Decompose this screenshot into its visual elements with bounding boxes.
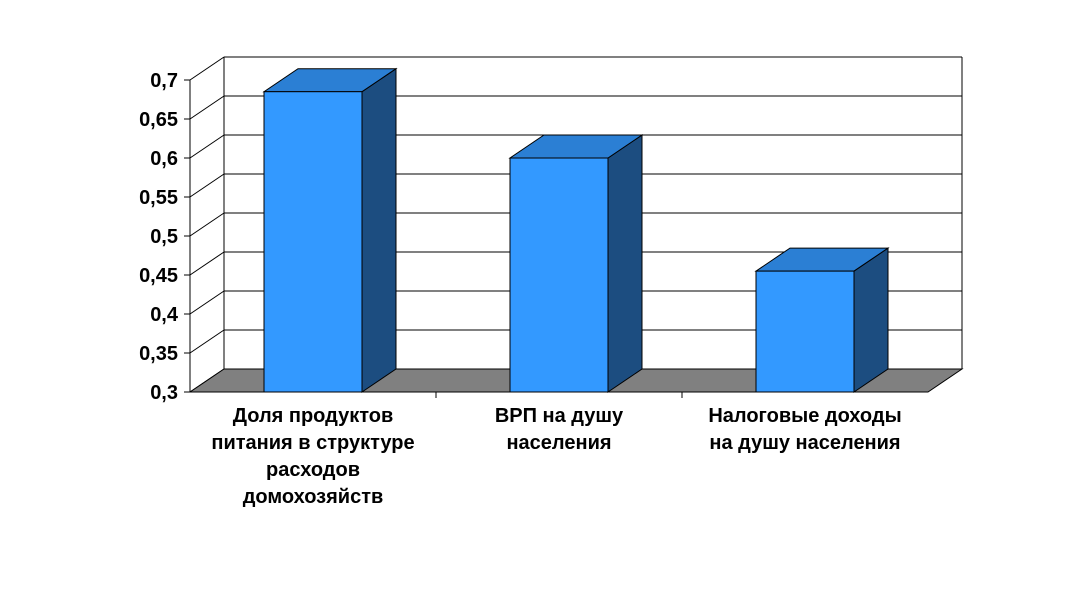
x-category-label-line: расходов	[266, 459, 360, 481]
x-category-label-line: на душу населения	[709, 432, 900, 454]
bar-front	[755, 270, 855, 393]
y-tick-label: 0,35	[139, 343, 178, 365]
y-tick-label: 0,7	[150, 70, 178, 92]
x-axis-category-labels: Доля продуктов питания в структуре расходо…	[211, 405, 901, 508]
x-category-label-line: Налоговые доходы	[708, 405, 901, 427]
x-category-label-line: ВРП на душу	[495, 405, 624, 427]
bar-side	[853, 247, 889, 393]
y-tick-label: 0,45	[139, 265, 178, 287]
x-category-label: Доля продуктов питания в структуре расходо…	[211, 405, 414, 508]
side-gridline	[189, 251, 225, 276]
side-gridline	[189, 212, 225, 237]
bar-front	[509, 157, 609, 393]
bar	[508, 134, 644, 393]
side-gridline	[189, 134, 225, 159]
side-gridline	[189, 329, 225, 354]
side-gridline	[189, 95, 225, 120]
y-axis-tick-labels: 0,3 0,35 0,4 0,45 0,5 0,55 0,6 0,65 0,7	[139, 70, 179, 404]
x-category-label-line: питания в структуре	[211, 432, 414, 454]
bar	[754, 247, 890, 393]
x-category-label: Налоговые доходы на душу населения	[708, 405, 901, 454]
x-category-label-line: Доля продуктов	[233, 405, 394, 427]
x-category-label: ВРП на душу населения	[495, 405, 624, 454]
bar-side	[607, 134, 643, 393]
bars	[262, 67, 890, 393]
x-category-label-line: домохозяйств	[243, 486, 384, 508]
y-tick-label: 0,3	[150, 382, 178, 404]
bar-side	[361, 67, 397, 393]
bar	[262, 67, 398, 393]
side-gridline	[189, 290, 225, 315]
side-gridline	[189, 56, 225, 81]
x-category-label-line: населения	[506, 432, 611, 454]
y-tick-label: 0,65	[139, 109, 178, 131]
bar-front	[263, 91, 363, 393]
y-tick-label: 0,55	[139, 187, 178, 209]
y-tick-label: 0,6	[150, 148, 178, 170]
y-tick-label: 0,4	[150, 304, 179, 326]
side-gridline	[189, 173, 225, 198]
y-tick-label: 0,5	[150, 226, 178, 248]
